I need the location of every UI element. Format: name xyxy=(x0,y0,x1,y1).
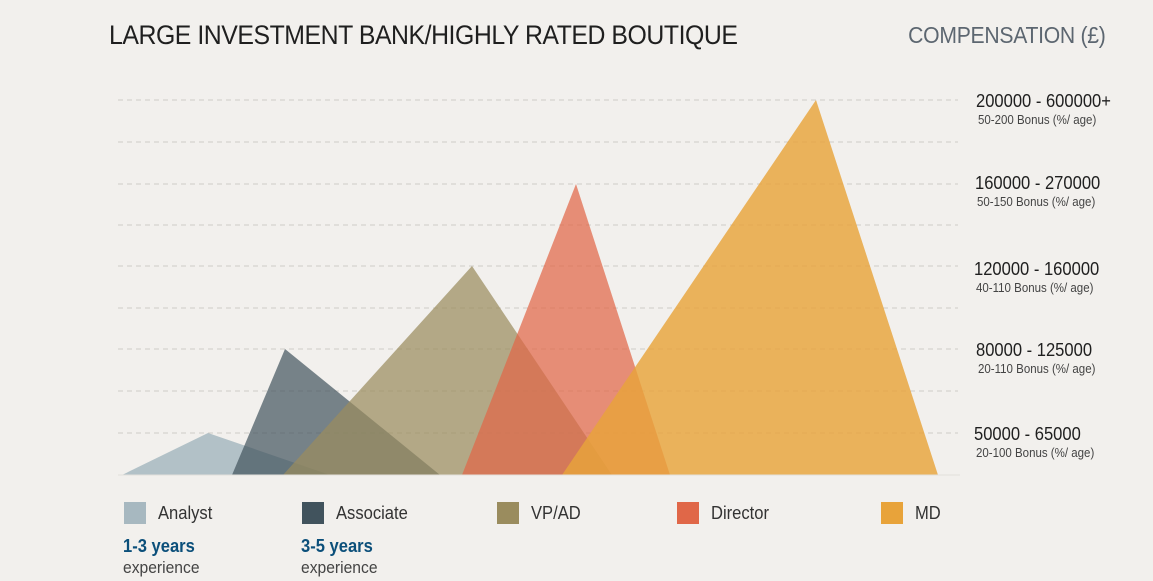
experience-years: 3-5 years xyxy=(301,536,373,556)
legend-item-vp-ad: VP/AD xyxy=(497,502,585,524)
band-bonus-label: 20-110 Bonus (%/ age) xyxy=(978,362,1096,376)
legend-item-director: Director xyxy=(677,502,774,524)
legend-swatch xyxy=(302,502,324,524)
legend-label: MD xyxy=(915,502,941,523)
legend-swatch xyxy=(497,502,519,524)
experience-years: 1-3 years xyxy=(123,536,195,556)
y-axis-title: COMPENSATION (£) xyxy=(908,22,1107,48)
chart-title: LARGE INVESTMENT BANK/HIGHLY RATED BOUTI… xyxy=(109,20,738,50)
legend-label: Director xyxy=(711,502,769,523)
experience-label: experience xyxy=(301,558,378,577)
legend-label: VP/AD xyxy=(531,502,581,523)
band-range-label: 120000 - 160000 xyxy=(974,259,1100,279)
band-range-label: 80000 - 125000 xyxy=(976,340,1093,360)
band-bonus-label: 50-150 Bonus (%/ age) xyxy=(977,195,1096,209)
legend-label: Analyst xyxy=(158,502,213,523)
band-bonus-label: 50-200 Bonus (%/ age) xyxy=(978,113,1097,127)
legend-swatch xyxy=(677,502,699,524)
peak-md xyxy=(562,100,938,475)
legend-item-associate: Associate xyxy=(302,502,414,524)
band-bonus-label: 20-100 Bonus (%/ age) xyxy=(976,446,1095,460)
series-peaks xyxy=(122,100,938,475)
legend-item-md: MD xyxy=(881,502,943,524)
band-range-label: 200000 - 600000+ xyxy=(976,91,1111,111)
band-range-label: 50000 - 65000 xyxy=(974,424,1081,444)
legend-item-analyst: Analyst xyxy=(124,502,217,524)
band-range-label: 160000 - 270000 xyxy=(975,173,1101,193)
band-bonus-label: 40-110 Bonus (%/ age) xyxy=(976,281,1094,295)
experience-note-analyst: 1-3 years experience xyxy=(123,536,206,578)
legend-swatch xyxy=(124,502,146,524)
experience-label: experience xyxy=(123,558,200,577)
legend-label: Associate xyxy=(336,502,408,523)
experience-note-associate: 3-5 years experience xyxy=(301,536,384,578)
legend-swatch xyxy=(881,502,903,524)
